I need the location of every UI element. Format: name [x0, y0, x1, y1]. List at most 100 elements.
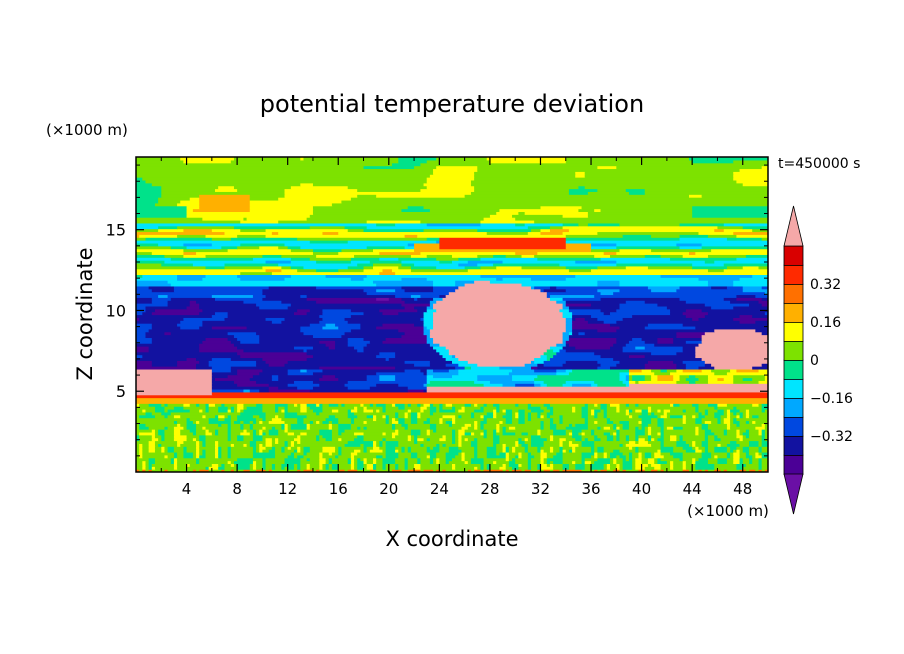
heatmap-cell [233, 420, 241, 424]
heatmap-cell [347, 265, 365, 270]
heatmap-cell [205, 406, 210, 410]
heatmap-cell [177, 234, 207, 238]
heatmap-cell [610, 457, 614, 462]
heatmap-cell [170, 283, 377, 287]
heatmap-cell [407, 434, 412, 439]
heatmap-cell [240, 228, 267, 233]
heatmap-cell [407, 437, 412, 442]
heatmap-cell [233, 157, 301, 161]
heatmap-cell [173, 431, 181, 436]
heatmap-cell [742, 434, 747, 439]
heatmap-cell [335, 346, 355, 350]
heatmap-cell [600, 297, 681, 301]
heatmap-cell [357, 406, 365, 410]
heatmap-cell [543, 443, 561, 447]
heatmap-cell [215, 443, 219, 447]
heatmap-cell [572, 409, 576, 413]
heatmap-cell [335, 323, 361, 327]
heatmap-cell [391, 434, 396, 439]
heatmap-cell [391, 426, 396, 430]
heatmap-cell [237, 406, 245, 410]
heatmap-cell [275, 437, 279, 442]
heatmap-cell [154, 429, 159, 433]
heatmap-cell [537, 431, 542, 436]
heatmap-cell [237, 188, 286, 192]
heatmap-cell [297, 446, 301, 450]
heatmap-cell [215, 297, 263, 301]
heatmap-cell [262, 265, 282, 270]
heatmap-cell [474, 177, 734, 181]
heatmap-cell [208, 403, 216, 407]
heatmap-cell [730, 440, 737, 444]
heatmap-cell [316, 411, 320, 416]
heatmap-cell [300, 431, 308, 436]
heatmap-cell [151, 251, 184, 255]
heatmap-cell [161, 191, 286, 195]
heatmap-cell [192, 431, 197, 436]
heatmap-cell [584, 331, 677, 336]
heatmap-cell [398, 311, 425, 316]
heatmap-cell [613, 431, 617, 436]
heatmap-cell [439, 409, 456, 413]
heatmap-cell [306, 294, 396, 298]
heatmap-cell [625, 188, 646, 192]
heatmap-cell [600, 469, 608, 472]
x-tick-label: 28 [480, 480, 499, 498]
heatmap-cell [616, 328, 715, 333]
heatmap-cell [211, 383, 238, 387]
heatmap-cell [246, 325, 301, 330]
heatmap-cell [575, 466, 586, 470]
heatmap-cell [474, 188, 570, 192]
heatmap-cell [657, 340, 674, 344]
heatmap-cell [199, 303, 257, 307]
heatmap-cell [685, 466, 696, 470]
heatmap-cell [660, 426, 665, 430]
heatmap-cell [467, 260, 504, 264]
heatmap-cell [211, 228, 241, 233]
heatmap-cell [369, 386, 409, 390]
heatmap-cell [613, 343, 627, 347]
heatmap-cell [682, 469, 690, 472]
heatmap-cell [682, 457, 693, 462]
heatmap-cell [417, 417, 428, 422]
heatmap-cell [366, 420, 387, 424]
heatmap-cell [328, 460, 333, 465]
heatmap-cell [183, 426, 188, 430]
heatmap-cell [695, 429, 700, 433]
heatmap-cell [698, 469, 703, 472]
heatmap-cell [426, 305, 434, 310]
heatmap-cell [692, 440, 696, 444]
heatmap-cell [591, 466, 605, 470]
heatmap-cell [597, 383, 627, 387]
heatmap-cell [480, 222, 516, 227]
heatmap-cell [742, 466, 760, 470]
heatmap-cell [136, 177, 143, 181]
heatmap-cell [287, 466, 295, 470]
heatmap-cell [335, 449, 339, 453]
heatmap-cell [521, 437, 526, 442]
heatmap-cell [448, 348, 548, 353]
heatmap-cell [319, 463, 324, 467]
heatmap-cell [347, 185, 428, 190]
heatmap-cell [581, 429, 592, 433]
chart-title: potential temperature deviation [260, 90, 644, 118]
heatmap-cell [395, 457, 406, 462]
heatmap-cell [145, 469, 150, 472]
heatmap-cell [723, 420, 731, 424]
heatmap-cell [625, 411, 630, 416]
heatmap-cell [452, 429, 456, 433]
heatmap-cell [493, 414, 497, 419]
heatmap-cell [464, 431, 472, 436]
heatmap-cell [549, 426, 557, 430]
x-axis-ticks: 4 8 12 16 20 24 28 32 36 40 44 48 [160, 157, 752, 498]
heatmap-cell [136, 343, 200, 347]
heatmap-cell [654, 343, 700, 347]
heatmap-cell [641, 417, 652, 422]
heatmap-cell [758, 457, 763, 462]
heatmap-cell [635, 434, 640, 439]
heatmap-cell [284, 317, 324, 321]
heatmap-cell [404, 403, 409, 407]
heatmap-cell [572, 323, 611, 327]
heatmap-cell [136, 454, 140, 459]
heatmap-cell [322, 434, 333, 439]
